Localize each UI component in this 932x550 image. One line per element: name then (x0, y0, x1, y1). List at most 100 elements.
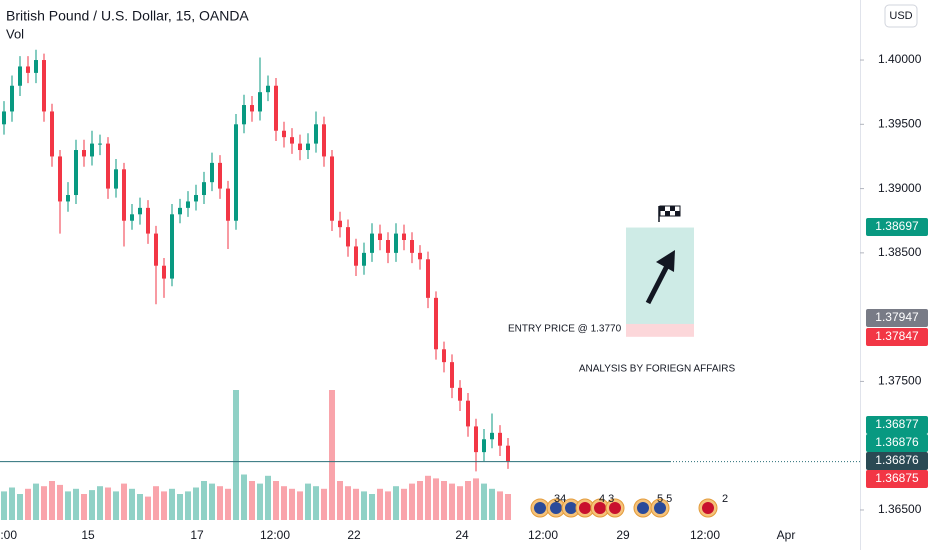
price-label-box (866, 434, 928, 452)
candle-body (482, 439, 486, 453)
volume-bar (137, 494, 143, 520)
currency-button[interactable] (884, 4, 918, 28)
candle-body (74, 150, 78, 196)
candle-body (490, 432, 494, 440)
volume-bar (249, 481, 255, 520)
volume-bar (145, 496, 151, 520)
volume-bar (409, 483, 415, 520)
candle-body (26, 66, 30, 73)
volume-bar (257, 483, 263, 520)
candle-body (474, 426, 478, 453)
candle-body (386, 240, 390, 253)
volume-bar (169, 488, 175, 520)
volume-bar (185, 491, 191, 520)
price-label-box (866, 328, 928, 346)
event-flag (702, 502, 714, 514)
event-flag (550, 502, 562, 514)
volume-bar (385, 491, 391, 520)
event-flag (609, 502, 621, 514)
volume-bar (57, 484, 63, 520)
candle-body (266, 85, 270, 93)
volume-bar (97, 486, 103, 520)
volume-bar (329, 390, 335, 520)
volume-bar (489, 488, 495, 520)
volume-bar (193, 487, 199, 520)
event-count: 2 (722, 493, 728, 505)
price-label: 1.36875 (875, 471, 919, 485)
candle-body (210, 162, 214, 183)
volume-bar (9, 487, 15, 520)
candle-body (450, 362, 454, 388)
volume-bar (313, 486, 319, 520)
volume-bar (81, 494, 87, 520)
event-flag (637, 502, 649, 514)
candle-body (370, 233, 374, 253)
volume-bar (449, 483, 455, 520)
candle-body (234, 124, 238, 221)
volume-bar (113, 491, 119, 520)
candle-body (458, 387, 462, 401)
price-label: 1.38697 (875, 219, 919, 233)
volume-bar (1, 491, 7, 520)
volume-bar (41, 486, 47, 520)
currency-label[interactable]: USD (889, 10, 912, 22)
candle-body (314, 124, 318, 144)
price-label: 1.36876 (875, 453, 919, 467)
x-tick-label: 29 (616, 528, 630, 542)
candle-body (402, 233, 406, 241)
volume-bar (273, 481, 279, 520)
volume-bar (217, 486, 223, 520)
candle-body (114, 169, 118, 189)
candle-body (354, 246, 358, 266)
volume-bar (361, 491, 367, 520)
x-tick-label: 15 (81, 528, 95, 542)
volume-bar (177, 494, 183, 520)
volume-bar (225, 488, 231, 520)
candle-body (218, 162, 222, 189)
x-tick-label: 12:00 (260, 528, 290, 542)
volume-bar (153, 486, 159, 520)
candle-body (34, 60, 38, 73)
price-label-box (866, 416, 928, 434)
price-label: 1.36876 (875, 435, 919, 449)
volume-bar (289, 488, 295, 520)
x-tick-label: 24 (455, 528, 469, 542)
y-tick-label: 1.38500 (878, 245, 922, 259)
candle-body (362, 252, 366, 266)
candle-body (138, 207, 142, 215)
candle-body (466, 400, 470, 427)
candle-body (274, 85, 278, 131)
candle-body (434, 297, 438, 350)
x-tick-label: 22 (347, 528, 361, 542)
x-tick-label: 12:00 (690, 528, 720, 542)
volume-bar (321, 488, 327, 520)
candle-body (306, 143, 310, 151)
volume-bar (241, 474, 247, 520)
volume-bar (305, 483, 311, 520)
volume-bar (105, 487, 111, 520)
volume-bar (89, 490, 95, 520)
volume-bar (49, 481, 55, 520)
candle-body (146, 207, 150, 234)
candle-body (378, 233, 382, 241)
price-label-box (866, 309, 928, 327)
arrow-shaft (645, 262, 671, 305)
event-flag (579, 502, 591, 514)
candle-body (170, 214, 174, 279)
candle-body (58, 156, 62, 202)
candle-body (442, 349, 446, 363)
volume-bar (201, 481, 207, 520)
volume-bar (481, 483, 487, 520)
volume-bar (65, 491, 71, 520)
volume-bar (233, 390, 239, 520)
arrow-head (656, 250, 675, 272)
volume-bar (345, 486, 351, 520)
candle-body (418, 252, 422, 260)
volume-bar (209, 483, 215, 520)
candle-body (282, 130, 286, 138)
volume-bar (433, 478, 439, 520)
volume-bar (337, 481, 343, 520)
price-label-box (866, 218, 928, 236)
event-count: 5 5 (657, 493, 672, 505)
x-tick-label: Apr (777, 528, 796, 542)
